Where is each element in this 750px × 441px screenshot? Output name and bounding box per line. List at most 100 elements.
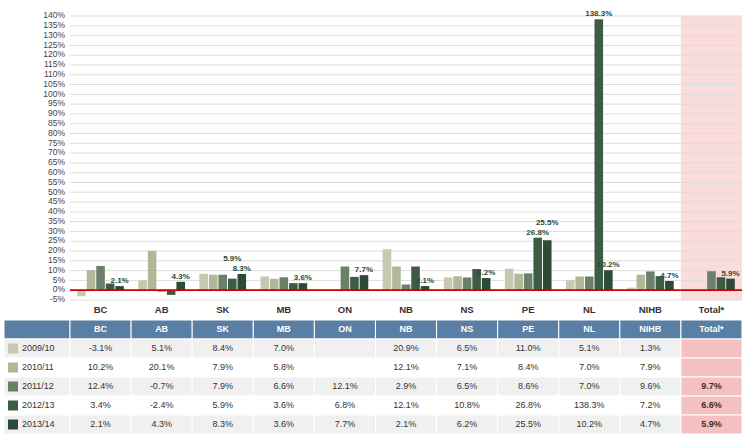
- x-tick-label: ON: [338, 304, 352, 315]
- table-header-label: NL: [583, 324, 595, 334]
- grid-line: [70, 172, 742, 173]
- chart: -5%0%5%10%15%20%25%30%35%40%45%50%55%60%…: [0, 0, 750, 441]
- legend-swatch: [8, 401, 18, 411]
- table-value: 6.2%: [457, 419, 478, 429]
- bar: [237, 274, 246, 290]
- series-name: 2010/11: [22, 362, 54, 372]
- grid-line: [70, 260, 742, 261]
- table-value: 12.1%: [393, 362, 419, 372]
- bar: [218, 275, 227, 290]
- table-value: 25.5%: [515, 419, 541, 429]
- bar: [726, 279, 735, 291]
- grid-line: [70, 16, 742, 17]
- data-label: 4.3%: [172, 272, 190, 281]
- table-value: 6.5%: [457, 381, 478, 391]
- y-tick-label: 55%: [48, 177, 65, 187]
- labels: 2.1%4.3%8.3%3.6%7.7%2.1%6.2%25.5%10.2%4.…: [110, 9, 739, 285]
- table-header-label: BC: [94, 324, 107, 334]
- table-cell: [620, 377, 681, 396]
- y-tick-label: 30%: [48, 226, 65, 236]
- table-value: 12.4%: [88, 381, 114, 391]
- bar: [280, 277, 289, 290]
- grid: [70, 16, 742, 300]
- bar: [533, 238, 542, 290]
- table-value: 5.1%: [579, 343, 600, 353]
- table-value: 5.9%: [212, 400, 233, 410]
- y-tick-label: 95%: [48, 98, 65, 108]
- table-value: 4.3%: [151, 419, 172, 429]
- annotation: 26.8%: [526, 228, 549, 237]
- table-value: 5.9%: [701, 419, 722, 429]
- table-cell: [253, 396, 314, 415]
- x-ticks: BCABSKMBONNBNSPENLNIHBTotal*: [94, 304, 725, 315]
- table-value: 20.9%: [393, 343, 419, 353]
- table-value: 11.0%: [516, 343, 541, 353]
- x-tick-label: NL: [583, 304, 596, 315]
- bar: [585, 276, 594, 290]
- table-value: 6.6%: [701, 400, 722, 410]
- table-header-label: AB: [155, 324, 168, 334]
- table-value: 6.5%: [457, 343, 478, 353]
- table-cell: [498, 415, 559, 434]
- table-cell: [437, 377, 498, 396]
- total-highlight: [681, 16, 742, 300]
- table-value: 3.6%: [274, 419, 295, 429]
- y-tick-label: 15%: [48, 255, 65, 265]
- table-cell: [620, 358, 681, 377]
- bar: [665, 281, 674, 290]
- bar: [260, 276, 269, 290]
- table-header-cell: [192, 320, 253, 339]
- grid-line: [70, 94, 742, 95]
- table-value: 7.0%: [274, 343, 295, 353]
- table-header-cell: [681, 320, 742, 339]
- zero-line: [70, 289, 742, 291]
- table-cell: [498, 339, 559, 358]
- y-tick-label: 0%: [53, 284, 66, 294]
- data-label: 4.7%: [660, 271, 678, 280]
- grid-line: [70, 162, 742, 163]
- data-label: 5.9%: [721, 269, 739, 278]
- table-cell: [375, 396, 436, 415]
- x-tick-label: SK: [216, 304, 229, 315]
- table-value: 7.7%: [335, 419, 356, 429]
- table-value: 9.7%: [701, 381, 722, 391]
- grid-line: [70, 74, 742, 75]
- y-ticks: -5%0%5%10%15%20%25%30%35%40%45%50%55%60%…: [43, 10, 65, 304]
- grid-line: [70, 84, 742, 85]
- grid-line: [70, 143, 742, 144]
- table-header-label: PE: [522, 324, 534, 334]
- table-value: 12.1%: [393, 400, 419, 410]
- table-cell: [620, 339, 681, 358]
- table-value: 10.2%: [577, 419, 603, 429]
- table-cell: [437, 358, 498, 377]
- y-tick-label: -5%: [50, 294, 66, 304]
- table-value: 4.7%: [640, 419, 661, 429]
- y-tick-label: 115%: [44, 59, 66, 69]
- grid-line: [70, 113, 742, 114]
- table-cell: [498, 358, 559, 377]
- data-label: 8.3%: [233, 264, 251, 273]
- table-value: 2.1%: [90, 419, 111, 429]
- table-value: 7.9%: [212, 362, 233, 372]
- grid-line: [70, 192, 742, 193]
- annotation: 138.3%: [585, 9, 612, 18]
- y-tick-label: 120%: [43, 49, 65, 59]
- table-value: 7.9%: [212, 381, 233, 391]
- table-cell: [375, 339, 436, 358]
- table-header-cell: [70, 320, 131, 339]
- table-cell: [498, 396, 559, 415]
- grid-line: [70, 153, 742, 154]
- table-value: 5.1%: [151, 343, 172, 353]
- table-cell: [192, 415, 253, 434]
- y-tick-label: 5%: [53, 275, 66, 285]
- y-tick-label: 75%: [48, 138, 65, 148]
- table-header-cell: [437, 320, 498, 339]
- bar: [392, 267, 401, 291]
- bar: [199, 274, 208, 290]
- grid-line: [70, 241, 742, 242]
- x-tick-label: NS: [460, 304, 473, 315]
- bar: [360, 275, 369, 290]
- table-header-cell: [131, 320, 192, 339]
- bar: [453, 276, 462, 290]
- bar: [350, 277, 359, 290]
